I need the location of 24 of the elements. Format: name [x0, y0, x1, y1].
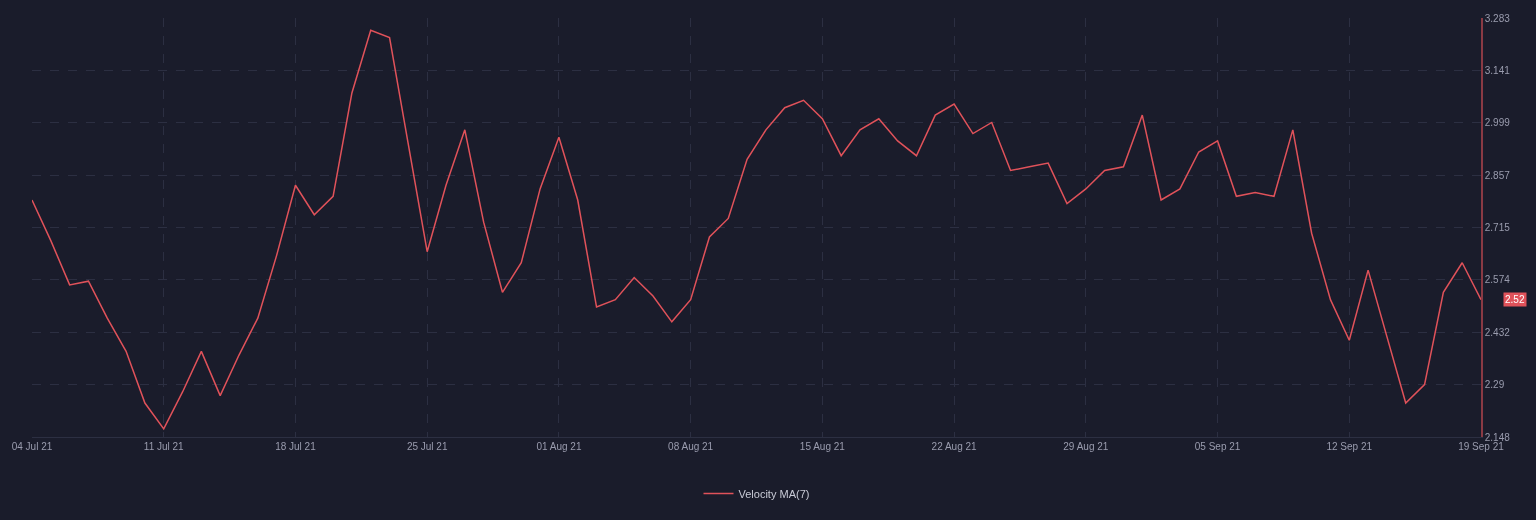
y-tick-label: 2.715 [1484, 222, 1511, 234]
y-tick-label: 3.283 [1484, 12, 1511, 24]
y-tick-label: 2.999 [1484, 117, 1511, 129]
line-series [32, 29, 1481, 430]
y-tick-label: 3.141 [1484, 64, 1511, 76]
y-tick-label: 2.574 [1484, 274, 1511, 286]
x-tick-label: 19 Sep 21 [1458, 441, 1505, 452]
x-tick-label: 08 Aug 21 [668, 441, 714, 452]
x-tick-label: 11 Jul 21 [143, 441, 185, 452]
x-tick-label: 25 Jul 21 [406, 441, 448, 452]
y-tick-label: 2.432 [1484, 326, 1511, 338]
x-tick-label: 04 Jul 21 [11, 441, 53, 452]
annotation: 2.52 [1505, 294, 1525, 305]
x-tick-label: 18 Jul 21 [275, 441, 317, 452]
y-tick-label: 2.29 [1484, 379, 1505, 391]
x-tick-label: 12 Sep 21 [1326, 441, 1373, 452]
x-tick-label: 29 Aug 21 [1063, 441, 1109, 452]
legend-label: Velocity MA(7) [738, 487, 810, 500]
x-tick-label: 22 Aug 21 [931, 441, 978, 452]
y-tick-label: 2.148 [1484, 431, 1511, 443]
y-tick-label: 2.857 [1484, 169, 1511, 181]
x-tick-label: 05 Sep 21 [1194, 441, 1241, 452]
x-tick-label: 01 Aug 21 [536, 441, 582, 452]
x-tick-label: 15 Aug 21 [799, 441, 846, 452]
